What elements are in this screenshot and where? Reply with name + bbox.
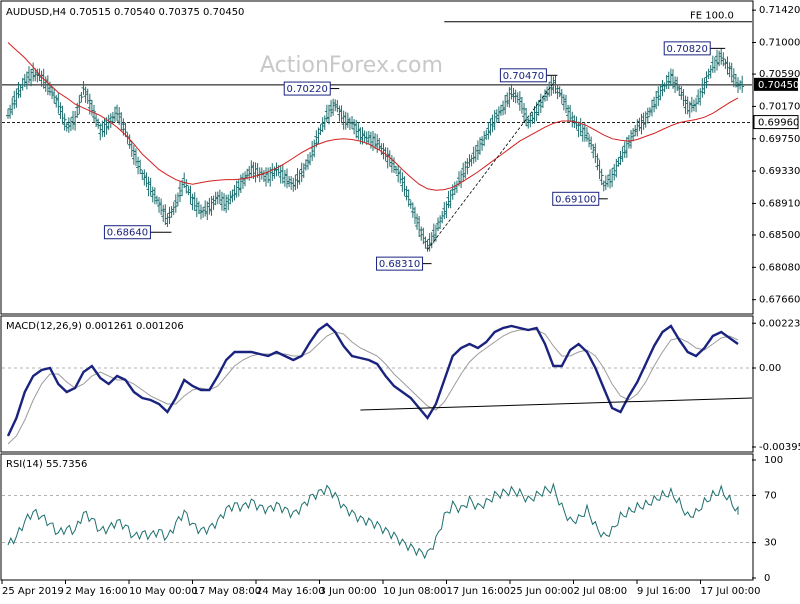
price-tick-label: 0.69330 bbox=[759, 166, 800, 177]
swing-label: 0.70470 bbox=[503, 71, 544, 82]
price-tick-label: 0.68910 bbox=[759, 198, 800, 209]
x-tick-label: 9 Jul 16:00 bbox=[637, 586, 691, 597]
swing-label-box bbox=[103, 225, 151, 240]
rsi-line bbox=[7, 482, 739, 560]
rsi-title: RSI(14) 55.7356 bbox=[6, 459, 87, 470]
swing-label-box bbox=[376, 256, 424, 271]
macd-tick-label: 0.002237 bbox=[759, 318, 800, 329]
rsi-tick-label: 100 bbox=[764, 455, 783, 466]
swing-label: 0.69100 bbox=[555, 194, 596, 205]
swing-label: 0.70220 bbox=[287, 84, 328, 95]
price-tick-label: 0.71000 bbox=[759, 38, 800, 49]
x-tick-label: 24 May 16:00 bbox=[256, 586, 325, 597]
axis-layer: 0.71420 0.71000 0.70590 0.70170 0.69750 0.693… bbox=[1, 5, 800, 597]
swing-label: 0.70820 bbox=[667, 44, 708, 55]
x-tick-label: 17 May 08:00 bbox=[193, 586, 262, 597]
macd-support-line bbox=[360, 397, 753, 411]
rsi-tick-label: 70 bbox=[764, 490, 777, 501]
x-tick-label: 17 Jul 00:00 bbox=[701, 586, 761, 597]
x-tick-label: 25 Jun 00:00 bbox=[510, 586, 574, 597]
price-tick-label: 0.69750 bbox=[759, 134, 800, 145]
rsi-layer bbox=[2, 482, 752, 560]
swing-label-box bbox=[663, 41, 711, 56]
swing-label-box bbox=[499, 68, 547, 83]
x-tick-label: 10 Jun 08:00 bbox=[383, 586, 447, 597]
watermark: ActionForex.com bbox=[260, 53, 443, 78]
price-layer: FE 100.0 0.68640 0.70220 0.68310 0.70470 0.69… bbox=[2, 11, 752, 271]
current-price-tag-text: 0.70450 bbox=[758, 80, 799, 91]
macd-tick-label: -0.00395 bbox=[759, 442, 800, 453]
x-tick-label: 2 Jul 08:00 bbox=[574, 586, 628, 597]
price-tick-label: 0.67660 bbox=[759, 295, 800, 306]
macd-panel bbox=[0, 315, 754, 453]
rising-trend-line bbox=[427, 83, 554, 250]
level-price-tag-text: 0.69960 bbox=[758, 118, 799, 129]
price-tick-label: 0.70170 bbox=[759, 101, 800, 112]
macd-main-line bbox=[6, 322, 739, 437]
x-tick-label: 2 May 16:00 bbox=[66, 586, 128, 597]
current-price-tag bbox=[754, 77, 798, 91]
price-panel bbox=[0, 0, 754, 315]
swing-label: 0.68640 bbox=[107, 228, 148, 239]
macd-layer bbox=[2, 322, 753, 445]
macd-signal-line bbox=[7, 329, 739, 445]
swing-label-box bbox=[283, 81, 331, 96]
price-tick-label: 0.71420 bbox=[759, 5, 800, 16]
price-tick-label: 0.68500 bbox=[759, 230, 800, 241]
macd-tick-label: 0.00 bbox=[759, 363, 781, 374]
x-tick-label: 25 Apr 2019 bbox=[2, 586, 64, 597]
rsi-tick-label: 30 bbox=[764, 538, 777, 549]
x-tick-label: 17 Jun 16:00 bbox=[447, 586, 511, 597]
price-tick-label: 0.68080 bbox=[759, 262, 800, 273]
x-tick-label: 10 May 00:00 bbox=[129, 586, 198, 597]
price-tick-label: 0.70590 bbox=[759, 69, 800, 80]
swing-label-box bbox=[552, 191, 600, 206]
moving-average-line bbox=[7, 42, 739, 191]
fe-label: FE 100.0 bbox=[690, 11, 734, 22]
swing-label: 0.68310 bbox=[379, 259, 420, 270]
macd-title: MACD(12,26,9) 0.001261 0.001206 bbox=[6, 321, 184, 332]
x-tick-label: 3 Jun 00:00 bbox=[320, 586, 377, 597]
rsi-panel bbox=[0, 453, 754, 581]
level-price-tag bbox=[753, 115, 799, 130]
rsi-tick-label: 0 bbox=[764, 573, 770, 584]
symbol-header: AUDUSD,H4 0.70515 0.70540 0.70375 0.7045… bbox=[6, 7, 244, 18]
